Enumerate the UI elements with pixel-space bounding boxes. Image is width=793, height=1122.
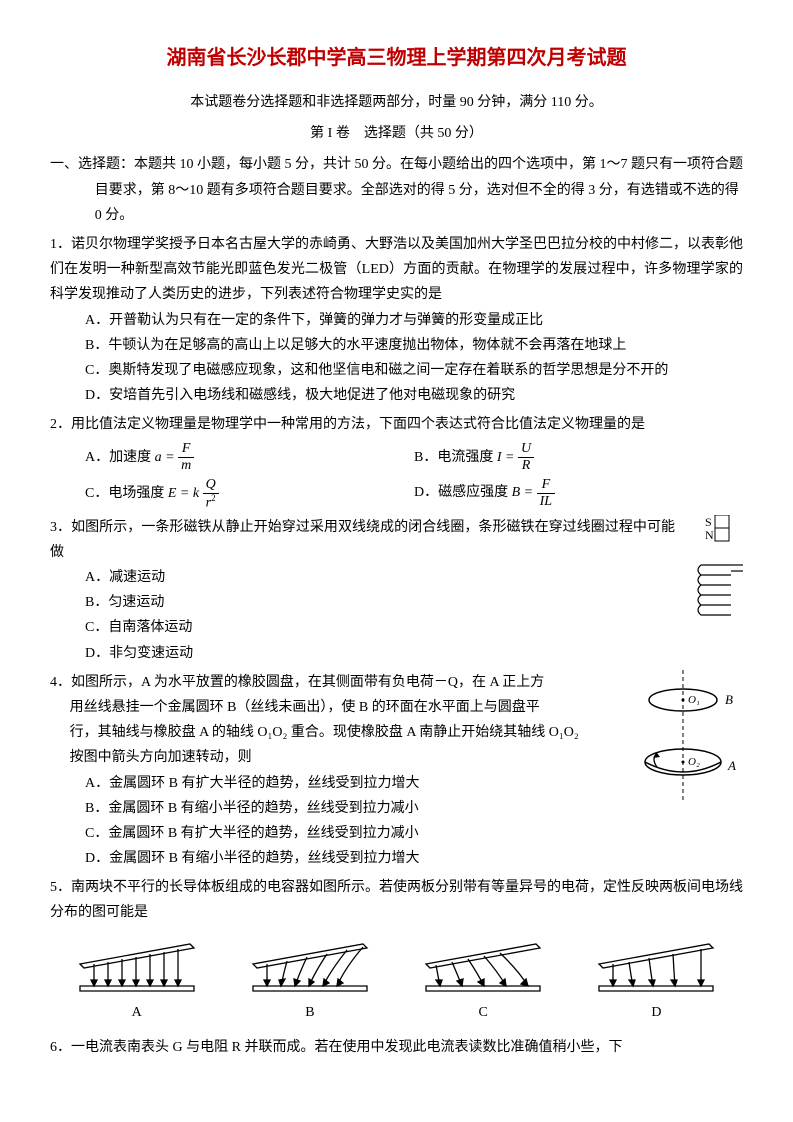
question-2: 2．用比值法定义物理量是物理学中一种常用的方法，下面四个表达式符合比值法定义物理…: [50, 412, 743, 510]
q1-option-b: B．牛顿认为在足够高的高山上以足够大的水平速度抛出物体，物体就不会再落在地球上: [85, 333, 743, 358]
q3-option-b: B．匀速运动: [85, 590, 743, 615]
part-heading: 第 I 卷 选择题（共 50 分）: [50, 121, 743, 146]
q1-option-a: A．开普勒认为只有在一定的条件下，弹簧的弹力才与弹簧的形变量成正比: [85, 308, 743, 333]
q5-figure-a: A: [72, 936, 202, 1025]
q5-figure-b: B: [245, 936, 375, 1025]
svg-text:S: S: [705, 515, 712, 529]
exam-title: 湖南省长沙长郡中学高三物理上学期第四次月考试题: [50, 40, 743, 76]
exam-subtitle: 本试题卷分选择题和非选择题两部分，时量 90 分钟，满分 110 分。: [50, 90, 743, 115]
q5-label-d: D: [591, 1000, 721, 1025]
q5-stem: 5．南两块不平行的长导体板组成的电容器如图所示。若使两板分别带有等量异号的电荷，…: [50, 875, 743, 925]
question-6: 6．一电流表南表头 G 与电阻 R 并联而成。若在使用中发现此电流表读数比准确值…: [50, 1035, 743, 1060]
q3-stem: 3．如图所示，一条形磁铁从静止开始穿过采用双线绕成的闭合线圈，条形磁铁在穿过线圈…: [50, 515, 743, 565]
q3-option-a: A．减速运动: [85, 565, 743, 590]
q2-option-b: B．电流强度 I = UR: [414, 450, 534, 465]
q1-stem: 1．诺贝尔物理学奖授予日本名古屋大学的赤崎勇、大野浩以及美国加州大学圣巴巴拉分校…: [50, 232, 743, 308]
svg-text:N: N: [705, 528, 714, 542]
question-3: S N 3．如图所示，一条形磁铁从静止开始穿过采用双线绕成的闭合线圈，条形磁铁在…: [50, 515, 743, 666]
q1-option-d: D．安培首先引入电场线和磁感线，极大地促进了他对电磁现象的研究: [85, 383, 743, 408]
svg-text:O₂: O₂: [688, 756, 700, 768]
q2-option-a: A．加速度 a = Fm: [85, 450, 194, 465]
svg-text:A: A: [727, 758, 736, 773]
q6-stem: 6．一电流表南表头 G 与电阻 R 并联而成。若在使用中发现此电流表读数比准确值…: [50, 1035, 743, 1060]
q1-option-c: C．奥斯特发现了电磁感应现象，这和他坚信电和磁之间一定存在着联系的哲学思想是分不…: [85, 363, 668, 378]
q5-figure-row: A B: [50, 936, 743, 1025]
q4-figure: O₁ B O₂ A: [633, 670, 743, 800]
svg-text:O₁: O₁: [688, 694, 700, 706]
q3-option-d: D．非匀变速运动: [85, 641, 743, 666]
q4-option-d: D．金属圆环 B 有缩小半径的趋势，丝线受到拉力增大: [85, 846, 743, 871]
question-5: 5．南两块不平行的长导体板组成的电容器如图所示。若使两板分别带有等量异号的电荷，…: [50, 875, 743, 1025]
q2-option-d: D．磁感应强度 B = FIL: [414, 485, 555, 500]
q2-option-c: C．电场强度 E = k Qr2: [85, 486, 219, 501]
q5-label-a: A: [72, 1000, 202, 1025]
q5-label-c: C: [418, 1000, 548, 1025]
q2-stem: 2．用比值法定义物理量是物理学中一种常用的方法，下面四个表达式符合比值法定义物理…: [50, 412, 743, 437]
q3-figure: S N: [683, 515, 743, 625]
section-instructions: 一、选择题：本题共 10 小题，每小题 5 分，共计 50 分。在每小题给出的四…: [50, 152, 743, 228]
question-1: 1．诺贝尔物理学奖授予日本名古屋大学的赤崎勇、大野浩以及美国加州大学圣巴巴拉分校…: [50, 232, 743, 408]
q3-option-c: C．自南落体运动: [85, 615, 743, 640]
q4-option-c: C．金属圆环 B 有扩大半径的趋势，丝线受到拉力减小: [85, 821, 743, 846]
svg-text:B: B: [725, 692, 733, 707]
q5-figure-c: C: [418, 936, 548, 1025]
q5-label-b: B: [245, 1000, 375, 1025]
q5-figure-d: D: [591, 936, 721, 1025]
question-4: O₁ B O₂ A 4．如图所示，A 为水平放置的橡胶圆盘，在其侧面带有负电荷－…: [50, 670, 743, 872]
